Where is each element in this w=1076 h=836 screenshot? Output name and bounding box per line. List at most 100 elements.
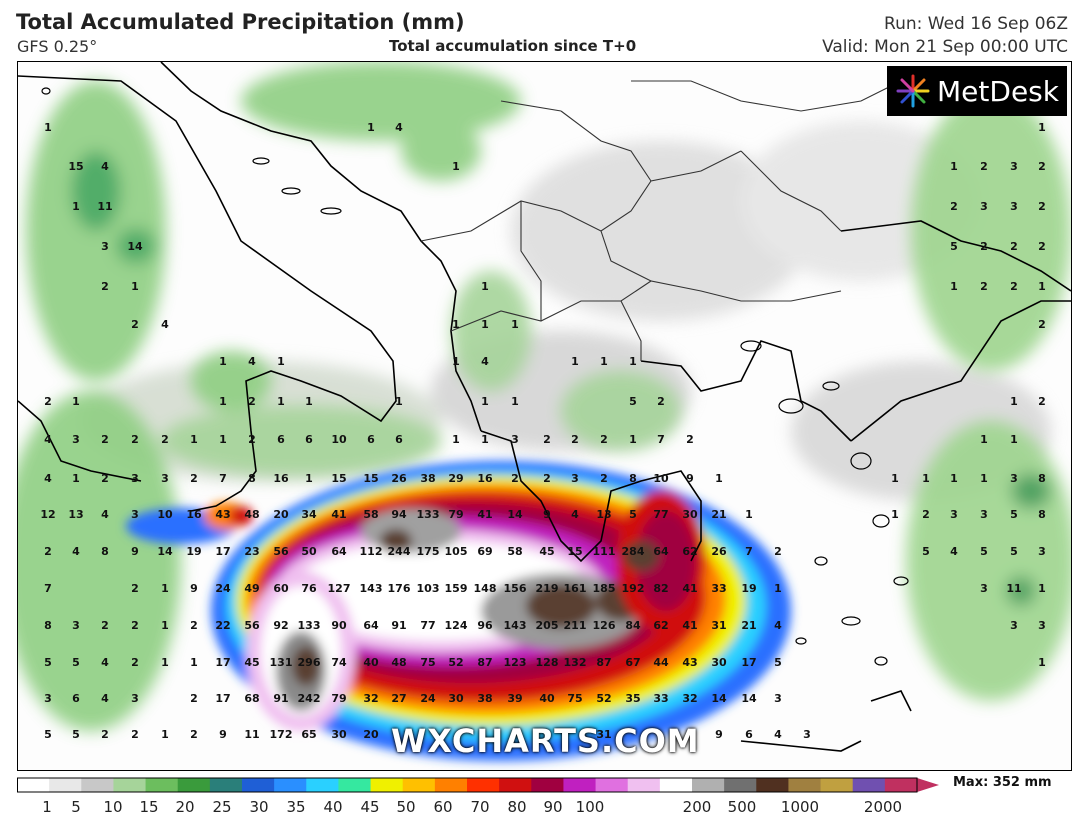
precip-value: 2 — [1038, 395, 1046, 408]
precip-value: 2 — [101, 472, 109, 485]
colorbar-swatch — [884, 778, 918, 792]
precip-value: 2 — [131, 433, 139, 446]
precip-value: 7 — [44, 582, 52, 595]
precip-value: 1 — [1038, 656, 1046, 669]
precip-value: 176 — [388, 582, 411, 595]
colorbar-tick-label: 10 — [103, 798, 123, 816]
precip-value: 284 — [622, 545, 645, 558]
precip-value: 14 — [711, 692, 727, 705]
precip-value: 44 — [653, 656, 669, 669]
precip-value: 31 — [711, 619, 726, 632]
precip-value: 68 — [244, 692, 259, 705]
precip-value: 17 — [215, 656, 230, 669]
precip-value: 1 — [571, 355, 579, 368]
precip-value: 19 — [741, 582, 756, 595]
precip-value: 1 — [1038, 582, 1046, 595]
precip-value: 3 — [131, 508, 139, 521]
precip-value: 1 — [481, 395, 489, 408]
precip-value: 7 — [657, 433, 665, 446]
precip-value: 4 — [101, 160, 109, 173]
colorbar-tick-label: 30 — [249, 798, 269, 816]
precip-value: 1 — [715, 472, 723, 485]
precip-value: 27 — [391, 692, 406, 705]
precip-value: 62 — [653, 619, 668, 632]
precip-value: 64 — [653, 545, 669, 558]
colorbar-swatch — [499, 778, 532, 792]
colorbar-swatch — [467, 778, 500, 792]
precip-value: 2 — [950, 200, 958, 213]
precip-value: 9 — [190, 582, 198, 595]
precip-value: 3 — [1010, 619, 1018, 632]
precip-value: 4 — [481, 355, 489, 368]
precip-value: 5 — [72, 656, 80, 669]
colorbar-tick-label: 500 — [727, 798, 757, 816]
precip-value: 60 — [273, 582, 289, 595]
precip-value: 1 — [72, 200, 80, 213]
precip-value: 159 — [445, 582, 468, 595]
precip-value: 10 — [653, 472, 669, 485]
precip-value: 5 — [950, 240, 958, 253]
precip-value: 1 — [452, 355, 460, 368]
precip-value: 4 — [395, 121, 403, 134]
precip-value: 91 — [391, 619, 406, 632]
precip-value: 9 — [219, 728, 227, 741]
precip-value: 1 — [305, 472, 313, 485]
precip-value: 94 — [391, 508, 407, 521]
colorbar-tick-label: 90 — [543, 798, 563, 816]
colorbar-swatch — [788, 778, 822, 792]
precip-value: 23 — [244, 545, 259, 558]
precip-value: 105 — [445, 545, 468, 558]
precip-value: 1 — [277, 395, 285, 408]
colorbar-tick-label: 1 — [42, 798, 52, 816]
precip-value: 43 — [215, 508, 230, 521]
precip-value: 40 — [363, 656, 379, 669]
precip-value: 219 — [536, 582, 559, 595]
precip-value: 87 — [477, 656, 492, 669]
precip-value: 82 — [653, 582, 668, 595]
precip-value: 5 — [774, 656, 782, 669]
precip-value: 3 — [1010, 160, 1018, 173]
precip-value: 84 — [625, 619, 641, 632]
precip-value: 5 — [629, 508, 637, 521]
precip-value: 143 — [360, 582, 383, 595]
run-time-label: Run: Wed 16 Sep 06Z — [884, 14, 1068, 34]
precipitation-map: 1 15 4 1 11 3 14 2 1 2 4 1 4 1 1 1 2 3 2 2 3 3 2 5 2 2 2 1 2 2 1 2 1 1 1 1 1… — [17, 61, 1072, 771]
precip-value: 2 — [131, 582, 139, 595]
precip-value: 17 — [741, 656, 756, 669]
precip-value: 4 — [248, 355, 256, 368]
precip-value: 1 — [161, 582, 169, 595]
precip-value: 1 — [190, 656, 198, 669]
precip-value: 3 — [72, 619, 80, 632]
precip-value: 1 — [72, 472, 80, 485]
colorbar-swatch — [113, 778, 147, 792]
precip-value: 3 — [161, 472, 169, 485]
precip-value: 15 — [363, 472, 378, 485]
precip-value: 2 — [248, 433, 256, 446]
metdesk-starburst-icon — [896, 74, 930, 108]
precip-value: 87 — [596, 656, 611, 669]
precip-value: 41 — [682, 619, 697, 632]
colorbar-swatch — [17, 778, 50, 792]
precip-value: 1 — [219, 355, 227, 368]
precip-value: 79 — [331, 692, 346, 705]
precip-value: 56 — [244, 619, 260, 632]
colorbar-tick-label: 50 — [396, 798, 416, 816]
precip-value: 4 — [101, 692, 109, 705]
precip-value: 16 — [186, 508, 202, 521]
precip-value: 2 — [1038, 318, 1046, 331]
precip-value: 12 — [40, 508, 55, 521]
precip-value: 13 — [68, 508, 83, 521]
precip-value: 5 — [1010, 545, 1018, 558]
precip-value: 2 — [600, 433, 608, 446]
colorbar-swatch — [81, 778, 115, 792]
precip-value: 2 — [922, 508, 930, 521]
colorbar-tick-label: 200 — [682, 798, 712, 816]
precip-value: 10 — [157, 508, 173, 521]
precip-value: 4 — [72, 545, 80, 558]
precip-value: 1 — [980, 472, 988, 485]
precip-value: 2 — [101, 433, 109, 446]
precip-value: 123 — [504, 656, 527, 669]
precip-value: 2 — [248, 395, 256, 408]
precip-value: 111 — [593, 545, 616, 558]
